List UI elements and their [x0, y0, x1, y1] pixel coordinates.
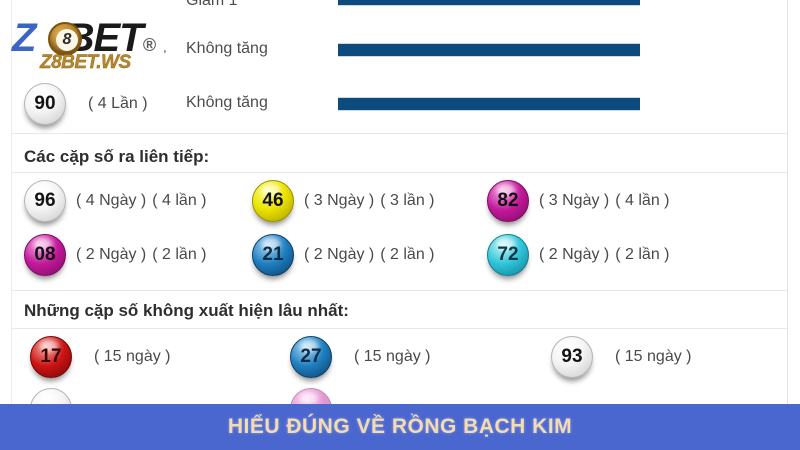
ball-days: ( 4 Ngày ): [76, 192, 147, 209]
ball-times: ( 2 lần ): [380, 246, 435, 263]
top-row-3: 90 ( 4 Lần ) Không tăng: [0, 83, 800, 131]
lottery-ball: 27: [290, 336, 332, 378]
top-row-1: Giảm 1: [0, 0, 800, 22]
ball-times: ( 4 lần ): [152, 192, 207, 209]
ball-number: 46: [262, 190, 284, 211]
ball-times: ( 3 lần ): [380, 192, 435, 209]
ball-item-93[interactable]: 93 ( 15 ngày ): [551, 336, 691, 378]
divider-1: [12, 133, 787, 134]
ball-days: ( 2 Ngày ): [76, 246, 147, 263]
lottery-ball: 21: [252, 234, 294, 276]
section-heading-consecutive: Các cặp số ra liên tiếp:: [24, 147, 210, 166]
ball-number: 27: [300, 346, 322, 367]
top-row-1-label: Giảm 1: [186, 0, 238, 9]
ball-days: ( 15 ngày ): [615, 348, 692, 365]
ball-days: ( 3 Ngày ): [304, 192, 375, 209]
ball-number: 82: [497, 190, 519, 211]
logo-registered-icon: ®: [142, 35, 156, 55]
ball-item-72[interactable]: 72 ( 2 Ngày ) ( 2 lần ): [487, 234, 670, 276]
top-row-1-bar: [338, 0, 640, 6]
ball-number: 21: [262, 244, 284, 265]
top-row-2: Không tăng: [0, 38, 800, 68]
divider-2: [12, 172, 787, 173]
ball-item-27[interactable]: 27 ( 15 ngày ): [290, 336, 430, 378]
ball-number: 93: [561, 346, 583, 367]
ball-number: 90: [34, 93, 56, 114]
top-row-2-bar: [338, 43, 640, 57]
lottery-ball: 46: [252, 180, 294, 222]
lottery-ball: 96: [24, 180, 66, 222]
ball-item-96[interactable]: 96 ( 4 Ngày ) ( 4 lần ): [24, 180, 207, 222]
section-heading-longest-absent: Những cặp số không xuất hiện lâu nhất:: [24, 301, 349, 320]
ball-times: ( 2 lần ): [152, 246, 207, 263]
logo-eightball-icon: 8: [48, 22, 82, 56]
lottery-ball: 08: [24, 234, 66, 276]
bullet-dot-icon: [163, 50, 166, 53]
ball-number: 08: [34, 244, 56, 265]
logo-letter-z: Z: [12, 16, 36, 60]
ball-days: ( 15 ngày ): [94, 348, 171, 365]
lottery-ball: 17: [30, 336, 72, 378]
ball-number: 72: [497, 244, 519, 265]
ball-days: ( 2 Ngày ): [304, 246, 375, 263]
ball-item-08[interactable]: 08 ( 2 Ngày ) ( 2 lần ): [24, 234, 207, 276]
ball-item-46[interactable]: 46 ( 3 Ngày ) ( 3 lần ): [252, 180, 435, 222]
ball-days: ( 2 Ngày ): [539, 246, 610, 263]
banner-text: HIỂU ĐÚNG VỀ RỒNG BẠCH KIM: [227, 415, 573, 438]
lottery-ball: 93: [551, 336, 593, 378]
ball-times: ( 4 lần ): [615, 192, 670, 209]
ball-number: 17: [40, 346, 62, 367]
ball-days: ( 3 Ngày ): [539, 192, 610, 209]
ball-number: 96: [34, 190, 56, 211]
lottery-ball: 82: [487, 180, 529, 222]
bottom-banner[interactable]: HIỂU ĐÚNG VỀ RỒNG BẠCH KIM: [0, 404, 800, 450]
ball-item-17[interactable]: 17 ( 15 ngày ): [30, 336, 170, 378]
card-border-right: [787, 0, 788, 404]
ball-item-21[interactable]: 21 ( 2 Ngày ) ( 2 lần ): [252, 234, 435, 276]
ball-item-90[interactable]: 90 ( 4 Lần ): [24, 83, 148, 125]
lottery-ball: 90: [24, 83, 66, 125]
top-row-3-bar: [338, 97, 640, 111]
divider-4: [12, 328, 787, 329]
ball-item-82[interactable]: 82 ( 3 Ngày ) ( 4 lần ): [487, 180, 670, 222]
logo-ball-number: 8: [56, 29, 78, 51]
lottery-ball: 72: [487, 234, 529, 276]
logo-subtitle: Z8BET.WS: [40, 52, 132, 73]
card-border-left: [11, 0, 12, 404]
z8bet-logo[interactable]: ZOBET® 8 Z8BET.WS: [12, 16, 164, 74]
top-row-2-label: Không tăng: [186, 40, 268, 57]
top-row-3-label: Không tăng: [186, 94, 268, 111]
ball-days: ( 15 ngày ): [354, 348, 431, 365]
ball-count: ( 4 Lần ): [88, 95, 148, 112]
divider-3: [12, 290, 787, 291]
ball-times: ( 2 lần ): [615, 246, 670, 263]
